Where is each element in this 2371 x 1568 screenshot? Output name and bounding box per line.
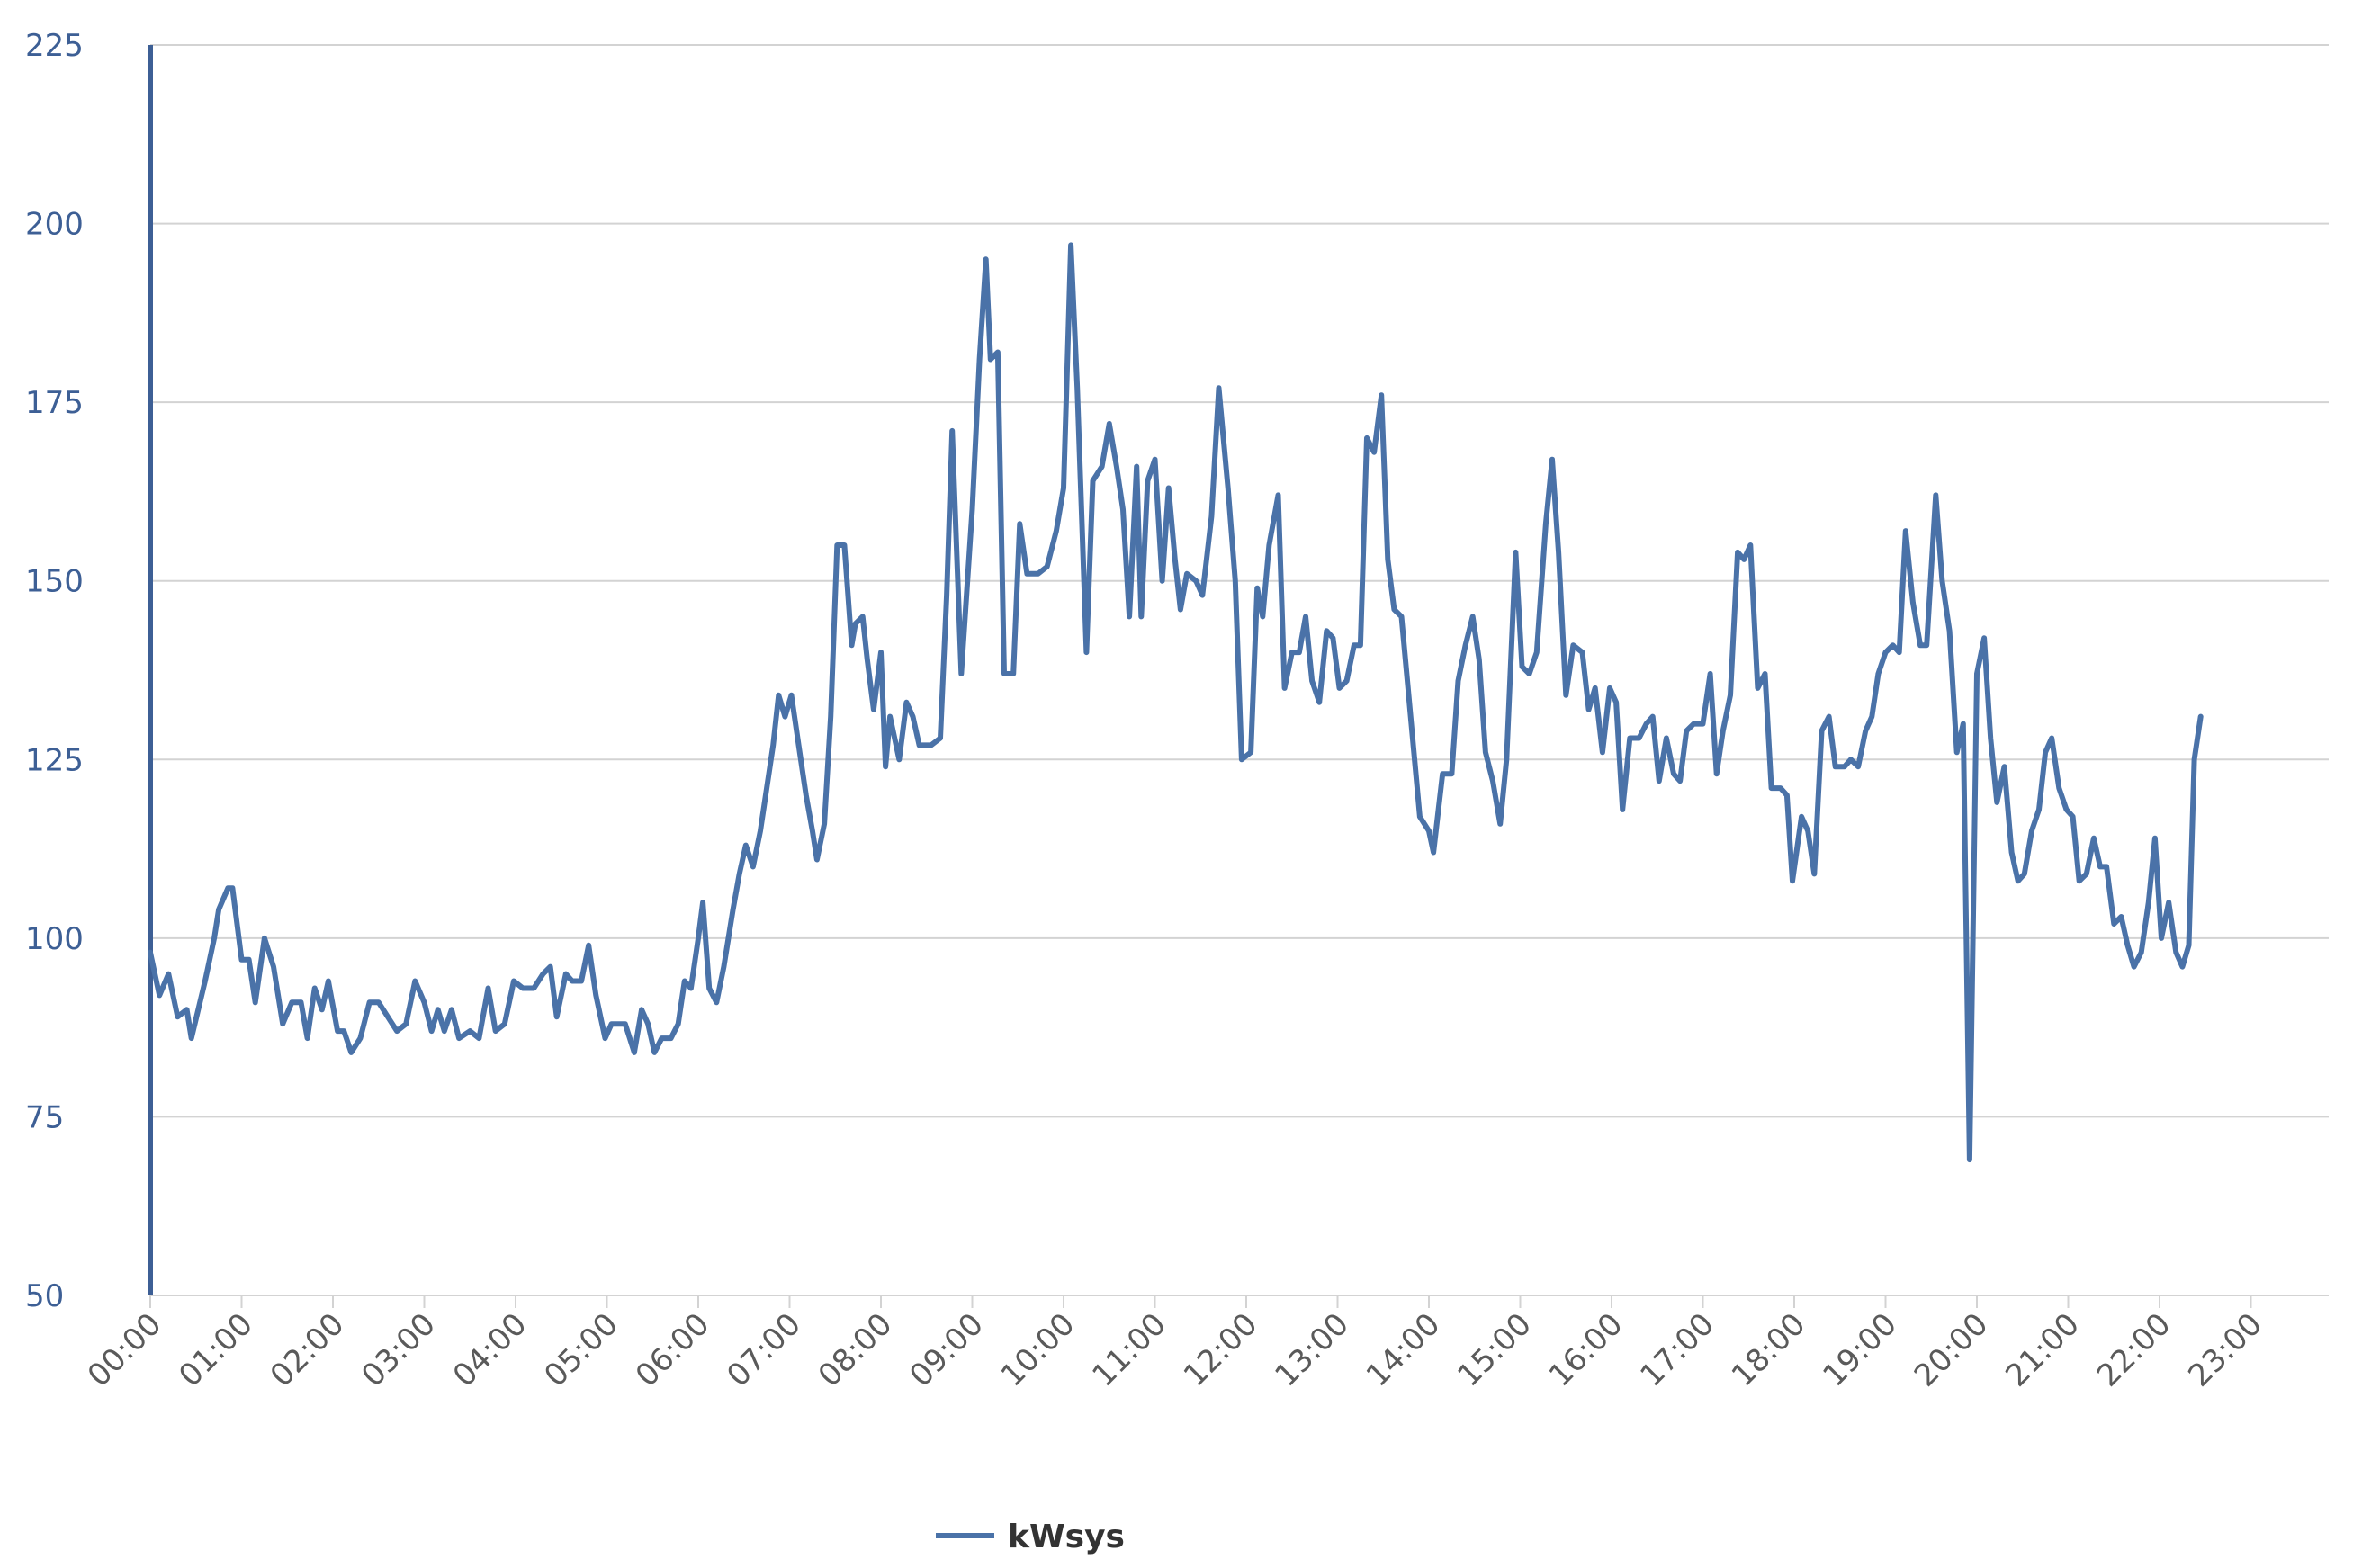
x-tick-label: 17:00 [1633, 1306, 1721, 1394]
y-tick-label: 175 [25, 385, 84, 421]
x-tick-label: 10:00 [994, 1306, 1082, 1394]
x-tick-label: 16:00 [1542, 1306, 1630, 1394]
x-tick-label: 05:00 [537, 1306, 625, 1394]
y-tick-label: 200 [25, 207, 84, 243]
y-tick-label: 75 [25, 1099, 64, 1135]
x-tick-label: 19:00 [1816, 1306, 1904, 1394]
y-tick-label: 100 [25, 921, 84, 957]
x-axis-ticks: 00:00 01:00 02:00 03:00 04:00 05:00 06:00 07:00… [81, 1295, 2269, 1394]
x-tick-label: 09:00 [903, 1306, 991, 1394]
x-tick-label: 18:00 [1725, 1306, 1813, 1394]
x-tick-label: 14:00 [1360, 1306, 1448, 1394]
x-tick-label: 12:00 [1177, 1306, 1265, 1394]
x-tick-label: 04:00 [446, 1306, 534, 1394]
legend-label: kWsys [1008, 1519, 1125, 1555]
x-tick-label: 21:00 [1998, 1306, 2087, 1394]
series-line-kwsys [148, 242, 2204, 1163]
legend[interactable]: kWsys [936, 1519, 1125, 1555]
x-tick-label: 11:00 [1085, 1306, 1173, 1394]
y-tick-label: 50 [25, 1278, 64, 1314]
x-tick-label: 00:00 [81, 1306, 169, 1394]
y-tick-label: 225 [25, 28, 84, 64]
x-tick-label: 07:00 [720, 1306, 808, 1394]
y-axis-ticks: 50 75 100 125 150 175 200 225 [25, 28, 84, 1314]
x-tick-label: 20:00 [1908, 1306, 1996, 1394]
x-tick-label: 22:00 [2090, 1306, 2178, 1394]
x-tick-label: 23:00 [2181, 1306, 2269, 1394]
y-tick-label: 150 [25, 564, 84, 600]
y-tick-label: 125 [25, 742, 84, 778]
x-tick-label: 08:00 [812, 1306, 900, 1394]
x-tick-label: 06:00 [629, 1306, 717, 1394]
x-tick-label: 01:00 [172, 1306, 260, 1394]
x-tick-label: 13:00 [1268, 1306, 1356, 1394]
x-tick-label: 15:00 [1450, 1306, 1539, 1394]
x-tick-label: 03:00 [355, 1306, 443, 1394]
gridlines [150, 44, 2329, 1296]
x-tick-label: 02:00 [264, 1306, 352, 1394]
